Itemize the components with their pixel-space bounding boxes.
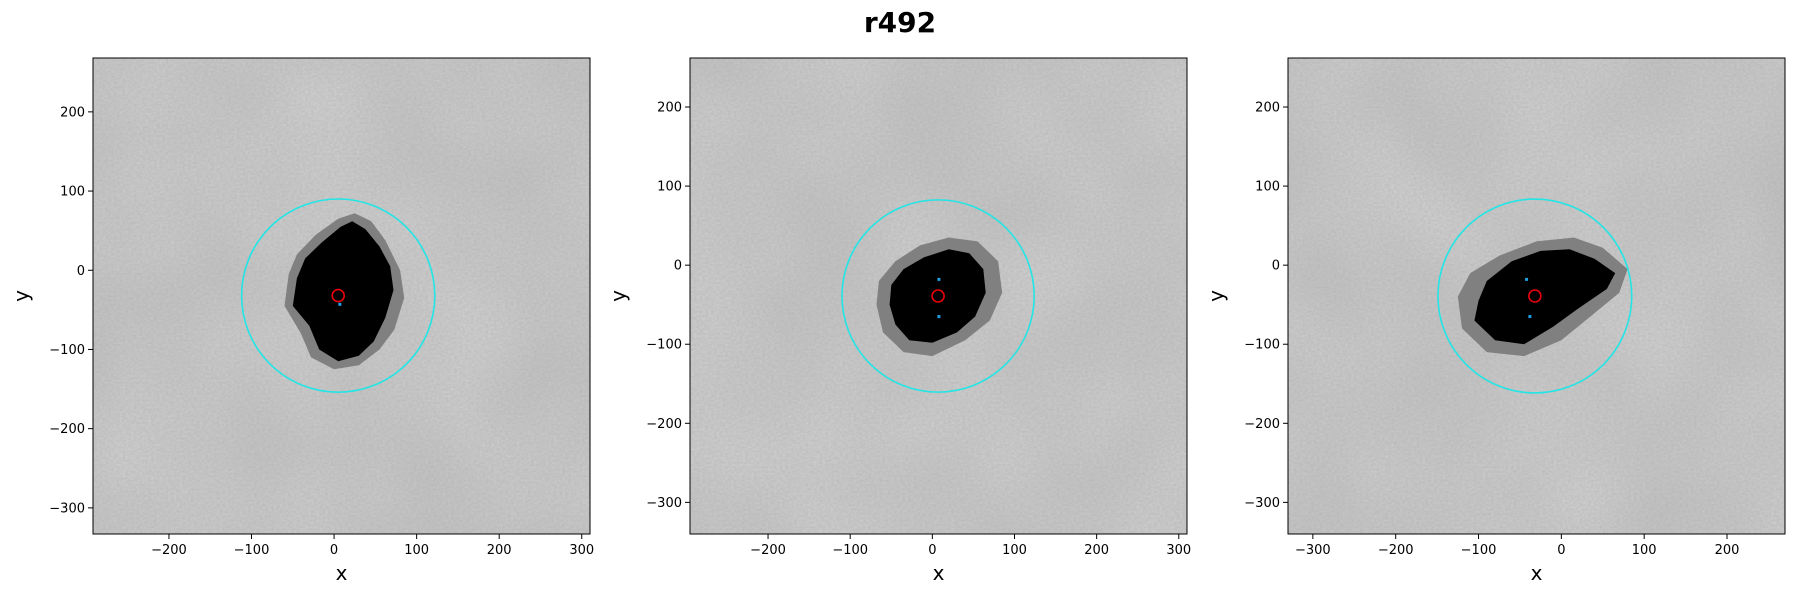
y-tick-label: 200 — [60, 105, 85, 120]
y-tick-label: 0 — [674, 259, 682, 274]
x-tick-label: 0 — [330, 543, 338, 558]
y-tick-label: −200 — [646, 417, 682, 432]
x-tick-label: 200 — [487, 543, 512, 558]
y-tick-label: −300 — [1244, 496, 1280, 511]
y-tick-label: −300 — [49, 501, 85, 516]
axes-frame — [92, 57, 591, 535]
axes-frame — [689, 57, 1188, 535]
blue-point — [1525, 277, 1529, 281]
center-marker — [1528, 289, 1542, 303]
y-tick-label: −300 — [646, 496, 682, 511]
panel-1: −200 −100 0 100 200 300 −300 −200 −100 0 100 200 x y — [9, 57, 594, 585]
x-tick-label: −200 — [750, 543, 786, 558]
y-tick-label: 100 — [60, 185, 85, 200]
blue-point — [338, 302, 342, 306]
y-tick-label: 0 — [77, 264, 85, 279]
x-tick-label: 100 — [1632, 543, 1657, 558]
blue-point — [937, 277, 941, 281]
x-tick-label: −100 — [234, 543, 270, 558]
y-axis-label: y — [1204, 290, 1228, 302]
plot-area — [93, 58, 590, 534]
x-tick-label: 200 — [1084, 543, 1109, 558]
y-tick-label: −200 — [1244, 417, 1280, 432]
aperture-circle — [841, 199, 1036, 393]
y-axis-label: y — [606, 290, 630, 302]
x-axis-label: x — [1531, 561, 1543, 585]
x-tick-label: 0 — [1557, 543, 1565, 558]
blob-core — [889, 249, 986, 343]
x-tick-label: −100 — [1461, 543, 1497, 558]
x-tick-label: −100 — [832, 543, 868, 558]
x-tick-label: −200 — [1378, 543, 1414, 558]
x-tick-label: 300 — [1166, 543, 1191, 558]
aperture-circle — [1437, 198, 1633, 394]
x-tick-label: −300 — [1295, 543, 1331, 558]
blue-point — [937, 315, 941, 319]
aperture-circle — [240, 198, 436, 393]
figure-title: r492 — [863, 6, 937, 39]
x-tick-label: 300 — [569, 543, 594, 558]
center-marker — [331, 288, 345, 303]
blob-core — [1474, 249, 1616, 345]
x-tick-label: −200 — [151, 543, 187, 558]
y-tick-label: −100 — [49, 343, 85, 358]
y-tick-label: 200 — [1255, 101, 1280, 116]
y-axis-label: y — [9, 290, 33, 302]
y-tick-label: 200 — [657, 101, 682, 116]
blue-point — [1528, 315, 1532, 319]
x-tick-label: 200 — [1715, 543, 1740, 558]
x-tick-label: 0 — [928, 543, 936, 558]
x-tick-label: 100 — [1002, 543, 1027, 558]
x-tick-label: 100 — [404, 543, 429, 558]
y-tick-label: 0 — [1272, 259, 1280, 274]
y-tick-label: −200 — [49, 422, 85, 437]
plot-area — [690, 58, 1187, 534]
y-tick-label: 100 — [1255, 180, 1280, 195]
panel-2: −200 −100 0 100 200 300 −300 −200 −100 0 100 200 x y — [606, 57, 1191, 585]
axes-frame — [1287, 57, 1786, 535]
y-tick-label: −100 — [646, 338, 682, 353]
y-tick-label: −100 — [1244, 338, 1280, 353]
plot-area — [1288, 58, 1785, 534]
center-marker — [931, 289, 945, 303]
y-tick-label: 100 — [657, 180, 682, 195]
x-axis-label: x — [933, 561, 945, 585]
panel-3: −300 −200 −100 0 100 200 −300 −200 −100 0 100 200 x y — [1204, 57, 1786, 585]
x-axis-label: x — [336, 561, 348, 585]
